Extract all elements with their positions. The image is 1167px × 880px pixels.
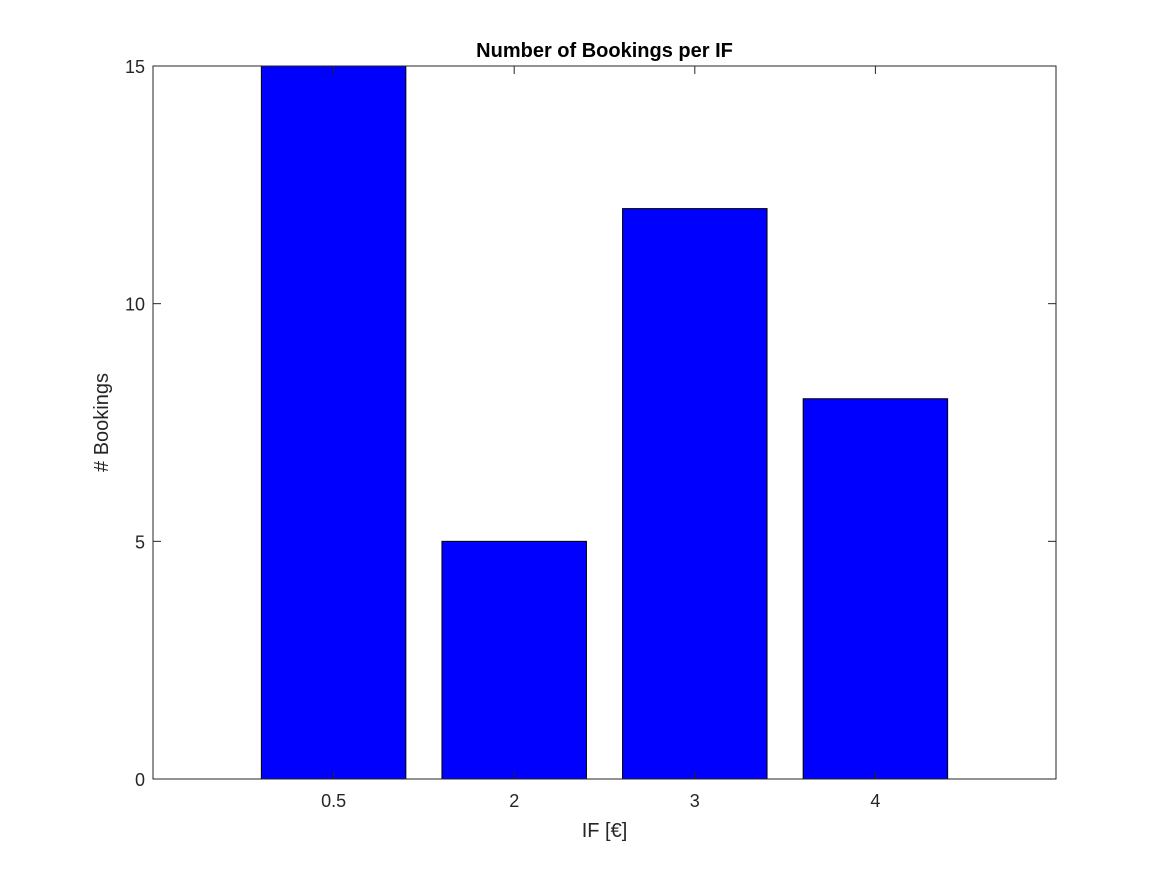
bar-4	[802, 398, 949, 780]
x-tick-label: 4	[870, 791, 880, 811]
bars-layer	[260, 65, 949, 780]
x-tick-label: 2	[509, 791, 519, 811]
chart-title: Number of Bookings per IF	[476, 40, 733, 62]
bar-0.5	[260, 65, 407, 780]
plot-frame	[152, 65, 1057, 780]
bar-2	[441, 540, 587, 780]
bar-3	[622, 208, 768, 780]
y-tick-label: 0	[135, 770, 145, 790]
y-axis-label: # Bookings	[91, 373, 113, 472]
x-axis-label: IF [€]	[582, 820, 628, 842]
y-tick-label: 5	[135, 532, 145, 552]
y-tick-label: 15	[125, 57, 145, 77]
ticks-layer: 0.5 2 3 4 0 5 10 15	[125, 57, 1056, 811]
x-tick-label: 3	[690, 791, 700, 811]
x-tick-label: 0.5	[321, 791, 346, 811]
y-tick-label: 10	[125, 295, 145, 315]
